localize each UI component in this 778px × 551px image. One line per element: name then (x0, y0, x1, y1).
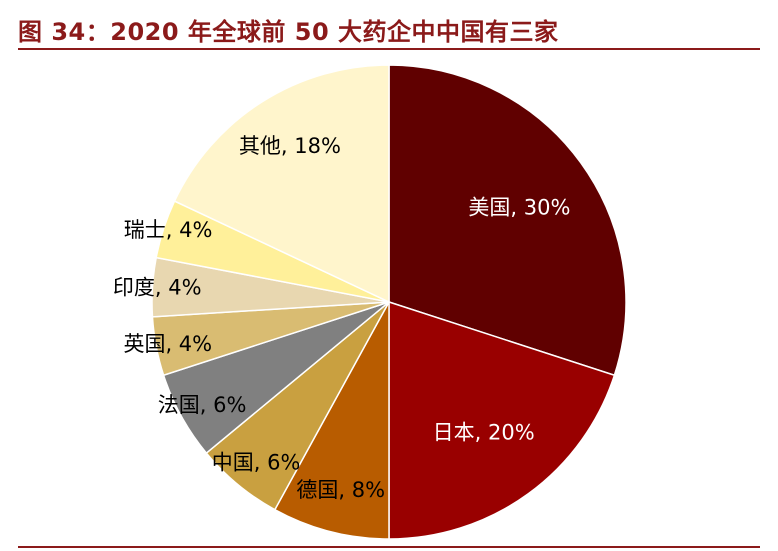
pie-slices (151, 64, 627, 540)
pie-label-0: 美国, 30% (468, 195, 570, 219)
title-divider (18, 48, 760, 50)
pie-slice-1 (388, 300, 616, 540)
pie-slice-0 (388, 64, 627, 377)
pie-label-2: 德国, 8% (296, 478, 385, 502)
pie-labels: 美国, 30% 日本, 20% 德国, 8% 中国, 6% 法国, 6% 英国, 4% 印度… (113, 134, 571, 502)
pie-label-5: 英国, 4% (123, 332, 212, 356)
pie-label-4: 法国, 6% (158, 393, 247, 417)
pie-label-3: 中国, 6% (212, 451, 301, 475)
pie-slice-8 (173, 64, 390, 304)
pie-label-6: 印度, 4% (113, 275, 202, 299)
bottom-divider (18, 546, 760, 548)
pie-label-7: 瑞士, 4% (124, 218, 213, 242)
pie-label-8: 其他, 18% (239, 134, 341, 158)
pie-slice-2 (273, 301, 390, 540)
figure-title: 图 34：2020 年全球前 50 大药企中中国有三家 (18, 18, 559, 46)
pie-label-1: 日本, 20% (433, 420, 535, 444)
